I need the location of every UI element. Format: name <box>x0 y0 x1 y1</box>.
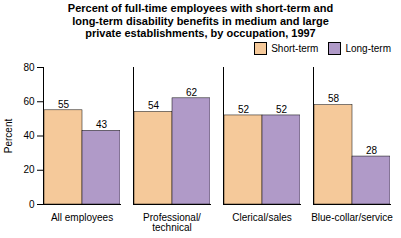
svg-text:All employees: All employees <box>51 212 113 223</box>
html-text:Percent of full-time employees: Percent of full-time employees with shor… <box>67 2 334 40</box>
svg-text:54: 54 <box>148 100 160 111</box>
html-text:Short-term: Short-term <box>271 42 319 54</box>
svg-text:52: 52 <box>238 104 250 115</box>
svg-text:Professional/technical: Professional/technical <box>143 212 201 233</box>
svg-text:43: 43 <box>96 119 108 130</box>
svg-text:52: 52 <box>276 104 288 115</box>
svg-text:55: 55 <box>58 98 70 109</box>
svg-text:0: 0 <box>29 199 35 210</box>
svg-text:20: 20 <box>23 164 35 175</box>
html-text:Long-term: Long-term <box>345 42 391 54</box>
svg-text:28: 28 <box>366 145 378 156</box>
svg-text:Blue-collar/service: Blue-collar/service <box>311 212 393 223</box>
svg-text:62: 62 <box>186 86 198 97</box>
svg-text:Clerical/sales: Clerical/sales <box>232 212 291 223</box>
svg-text:58: 58 <box>328 93 340 104</box>
svg-text:40: 40 <box>23 130 35 141</box>
svg-text:Percent: Percent <box>3 118 14 153</box>
svg-text:80: 80 <box>23 62 35 73</box>
svg-text:60: 60 <box>23 96 35 107</box>
